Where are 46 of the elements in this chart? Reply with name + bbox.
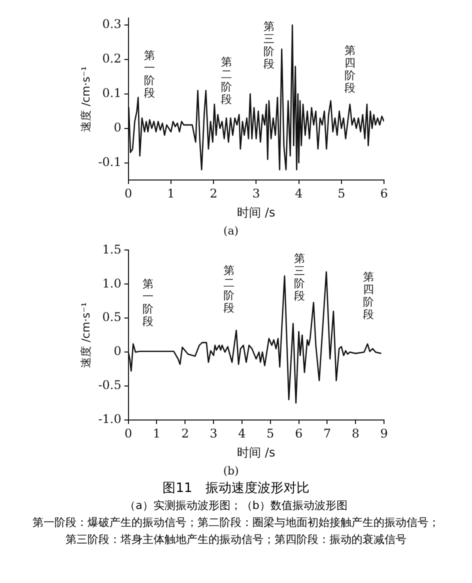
y-tick-label: 0.2: [102, 52, 122, 66]
x-tick-label: 1: [152, 426, 161, 440]
x-tick-label: 3: [252, 186, 260, 200]
text: 第三阶段：塔身主体触地产生的振动信号；第四阶段：振动的衰减信号: [64, 532, 408, 548]
annotation: 第二阶段: [224, 264, 235, 314]
y-tick-label: -0.1: [98, 154, 122, 169]
y-tick-label: 1.0: [102, 276, 122, 290]
y-tick-label: -0.5: [98, 378, 122, 392]
caption: 图11 振动速度波形对比: [162, 480, 310, 497]
y-tick-label: 0.5: [102, 310, 122, 324]
y-tick-label: 0: [114, 344, 122, 358]
x-tick-label: 7: [323, 426, 332, 440]
y-tick-label: 0: [114, 120, 122, 134]
x-tick-label: 2: [181, 426, 189, 440]
x-axis-title: 时间 /s: [237, 446, 276, 460]
annotation: 第四阶段: [363, 270, 374, 322]
annotation: 第四阶段: [344, 44, 356, 95]
x-tick-label: 0: [124, 426, 132, 440]
y-tick-label: 1.5: [102, 242, 122, 256]
text: 第一阶段：爆破产生的振动信号；第二阶段：圈梁与地面初始接触产生的振动信号；: [32, 515, 440, 531]
x-tick-label: 2: [210, 186, 218, 200]
text: （a）实测振动波形图；（b）数值振动波形图: [124, 498, 348, 514]
x-tick-label: 6: [380, 186, 388, 200]
x-tick-label: 6: [294, 426, 303, 440]
annotation: 第一阶段: [144, 48, 156, 100]
annotation: 第一阶段: [142, 277, 154, 328]
y-axis-title: 速度 /cm·s⁻¹: [79, 302, 92, 368]
x-tick-label: 9: [380, 426, 388, 440]
y-tick-label: 0.3: [102, 17, 122, 32]
text: (b): [223, 464, 239, 478]
y-axis-title: 速度 /cm·s⁻¹: [79, 66, 92, 132]
annotation: 第三阶段: [294, 252, 306, 302]
annotation: 第三阶段: [263, 20, 274, 70]
x-axis-title: 时间 /s: [237, 206, 276, 220]
x-tick-label: 8: [352, 426, 360, 440]
annotation: 第二阶段: [220, 55, 232, 106]
y-tick-label: 0.1: [102, 86, 122, 100]
x-tick-label: 3: [210, 426, 218, 440]
x-tick-label: 4: [238, 426, 246, 440]
y-tick-label: -1.0: [98, 412, 122, 426]
x-tick-label: 5: [338, 186, 346, 200]
x-tick-label: 4: [294, 186, 303, 200]
x-tick-label: 0: [124, 186, 132, 200]
text: (a): [223, 224, 239, 238]
x-tick-label: 5: [266, 426, 274, 440]
x-tick-label: 1: [167, 186, 175, 200]
